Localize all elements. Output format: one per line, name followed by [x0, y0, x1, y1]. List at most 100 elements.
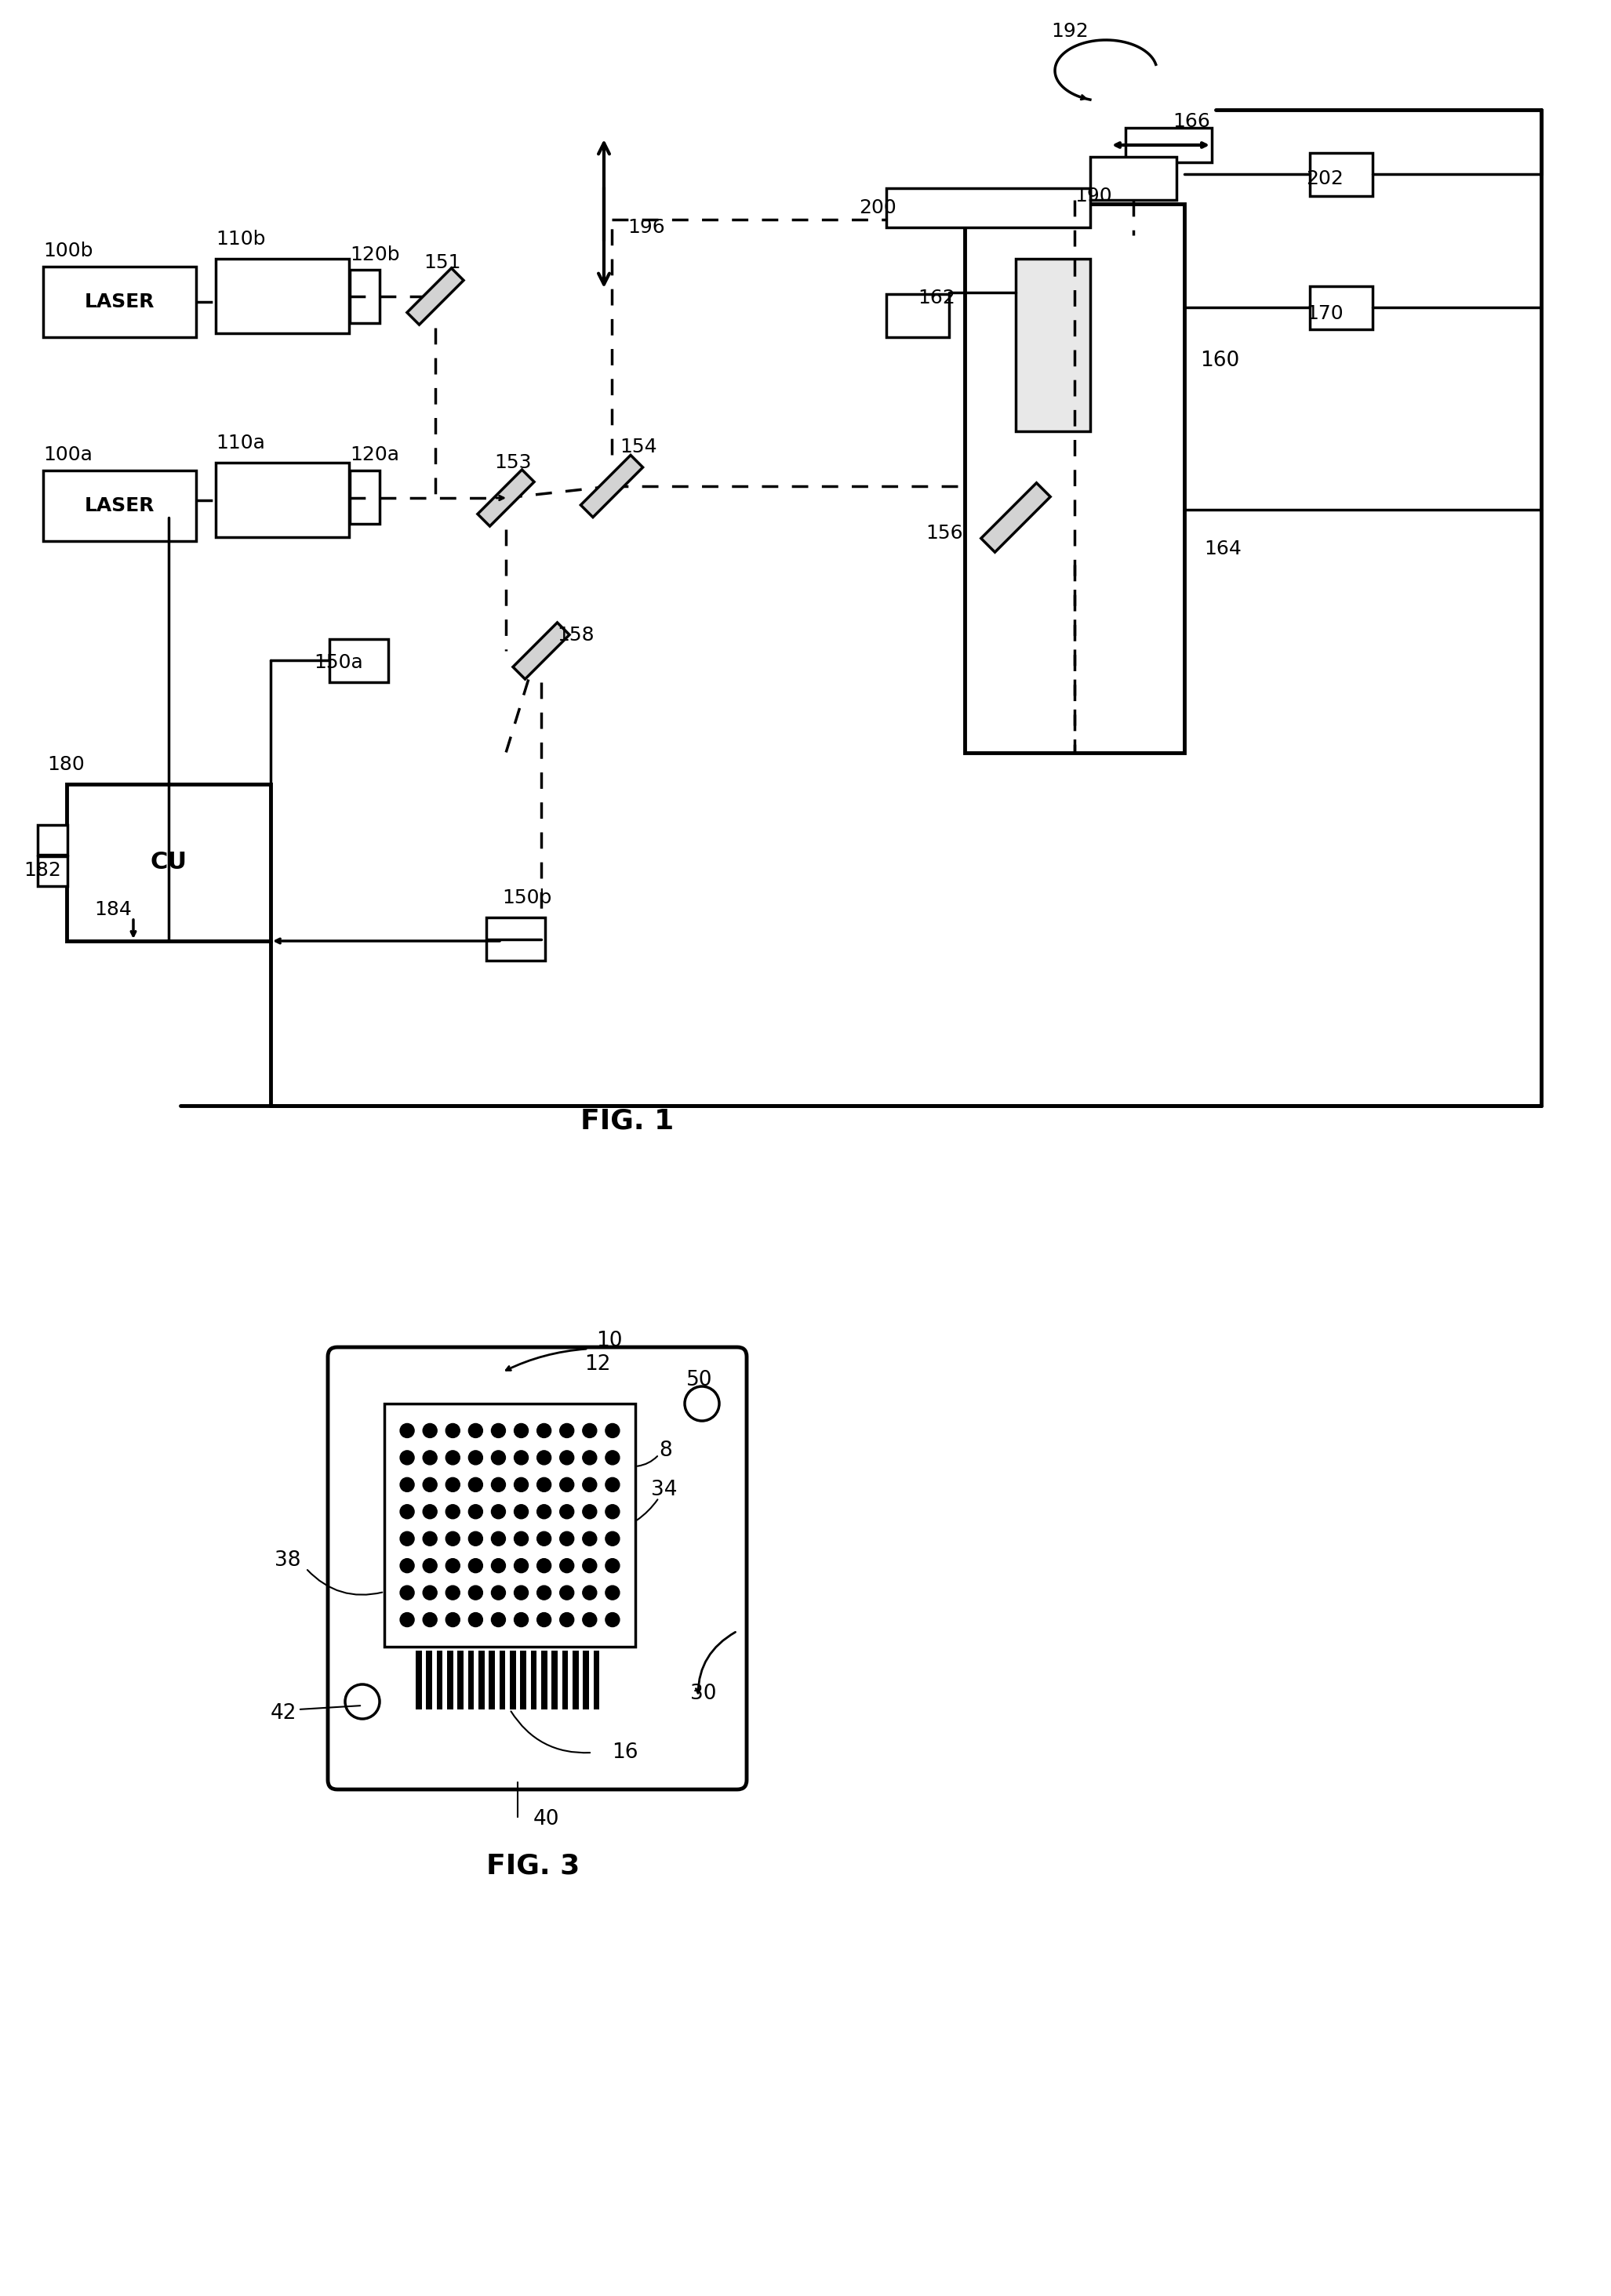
Circle shape [446, 1587, 459, 1600]
Circle shape [606, 1587, 620, 1600]
Text: 164: 164 [1203, 540, 1242, 558]
Circle shape [446, 1531, 459, 1545]
Text: 30: 30 [690, 1683, 717, 1704]
Text: 110b: 110b [216, 230, 266, 248]
Circle shape [583, 1479, 596, 1492]
Text: 158: 158 [557, 627, 594, 645]
Text: FIG. 3: FIG. 3 [487, 1853, 580, 1880]
FancyBboxPatch shape [530, 1651, 536, 1711]
Text: 12: 12 [585, 1355, 611, 1375]
Circle shape [685, 1387, 719, 1421]
Text: CU: CU [150, 852, 187, 875]
Circle shape [536, 1479, 551, 1492]
FancyBboxPatch shape [1015, 259, 1091, 432]
Circle shape [536, 1424, 551, 1437]
FancyBboxPatch shape [562, 1651, 569, 1711]
Circle shape [446, 1612, 459, 1628]
Polygon shape [408, 269, 464, 324]
Text: 150b: 150b [503, 889, 551, 907]
Circle shape [583, 1587, 596, 1600]
FancyBboxPatch shape [416, 1651, 422, 1711]
Circle shape [491, 1587, 506, 1600]
Circle shape [536, 1559, 551, 1573]
Circle shape [583, 1531, 596, 1545]
Text: 153: 153 [495, 452, 532, 473]
Circle shape [491, 1559, 506, 1573]
FancyBboxPatch shape [551, 1651, 557, 1711]
Text: 8: 8 [659, 1440, 672, 1460]
Circle shape [536, 1587, 551, 1600]
FancyBboxPatch shape [329, 638, 388, 682]
Circle shape [446, 1424, 459, 1437]
Circle shape [491, 1612, 506, 1628]
Circle shape [491, 1424, 506, 1437]
FancyBboxPatch shape [216, 259, 350, 333]
Text: 40: 40 [533, 1809, 559, 1830]
Text: 160: 160 [1200, 351, 1239, 372]
Circle shape [400, 1587, 414, 1600]
FancyBboxPatch shape [43, 266, 197, 338]
Text: 170: 170 [1307, 305, 1344, 324]
Circle shape [469, 1612, 483, 1628]
FancyBboxPatch shape [1310, 154, 1373, 195]
Text: 100a: 100a [43, 445, 92, 464]
FancyBboxPatch shape [329, 1348, 746, 1789]
Circle shape [583, 1451, 596, 1465]
Circle shape [606, 1531, 620, 1545]
Circle shape [583, 1559, 596, 1573]
Circle shape [559, 1559, 574, 1573]
Circle shape [606, 1504, 620, 1518]
Circle shape [446, 1559, 459, 1573]
Circle shape [583, 1612, 596, 1628]
Text: 16: 16 [612, 1743, 638, 1763]
FancyBboxPatch shape [458, 1651, 464, 1711]
Polygon shape [512, 622, 569, 680]
Circle shape [469, 1479, 483, 1492]
Text: 50: 50 [686, 1371, 712, 1391]
Text: 192: 192 [1050, 23, 1089, 41]
Text: 182: 182 [24, 861, 61, 879]
Text: 180: 180 [47, 755, 84, 774]
Text: 38: 38 [274, 1550, 301, 1570]
Text: LASER: LASER [84, 496, 155, 514]
Circle shape [400, 1451, 414, 1465]
Text: 34: 34 [651, 1479, 677, 1499]
Circle shape [514, 1559, 528, 1573]
FancyBboxPatch shape [572, 1651, 578, 1711]
FancyBboxPatch shape [66, 785, 271, 941]
FancyBboxPatch shape [499, 1651, 506, 1711]
FancyBboxPatch shape [509, 1651, 516, 1711]
Text: 166: 166 [1173, 113, 1210, 131]
Circle shape [424, 1531, 437, 1545]
Circle shape [514, 1587, 528, 1600]
Circle shape [514, 1612, 528, 1628]
FancyBboxPatch shape [350, 471, 380, 523]
Circle shape [606, 1451, 620, 1465]
FancyBboxPatch shape [350, 269, 380, 324]
Text: 120b: 120b [350, 246, 400, 264]
Circle shape [559, 1451, 574, 1465]
Circle shape [514, 1479, 528, 1492]
FancyBboxPatch shape [886, 188, 1091, 227]
Circle shape [469, 1424, 483, 1437]
Circle shape [446, 1451, 459, 1465]
Circle shape [559, 1504, 574, 1518]
Circle shape [606, 1479, 620, 1492]
Text: 10: 10 [596, 1332, 622, 1350]
FancyBboxPatch shape [216, 464, 350, 537]
Circle shape [424, 1451, 437, 1465]
Polygon shape [477, 471, 535, 526]
FancyBboxPatch shape [478, 1651, 485, 1711]
Circle shape [400, 1531, 414, 1545]
FancyBboxPatch shape [37, 824, 68, 854]
FancyBboxPatch shape [437, 1651, 443, 1711]
Text: 154: 154 [620, 439, 657, 457]
Text: 196: 196 [627, 218, 665, 236]
Circle shape [559, 1424, 574, 1437]
Circle shape [400, 1612, 414, 1628]
Circle shape [446, 1479, 459, 1492]
Polygon shape [981, 482, 1050, 553]
Circle shape [469, 1559, 483, 1573]
FancyBboxPatch shape [43, 471, 197, 542]
Circle shape [424, 1612, 437, 1628]
